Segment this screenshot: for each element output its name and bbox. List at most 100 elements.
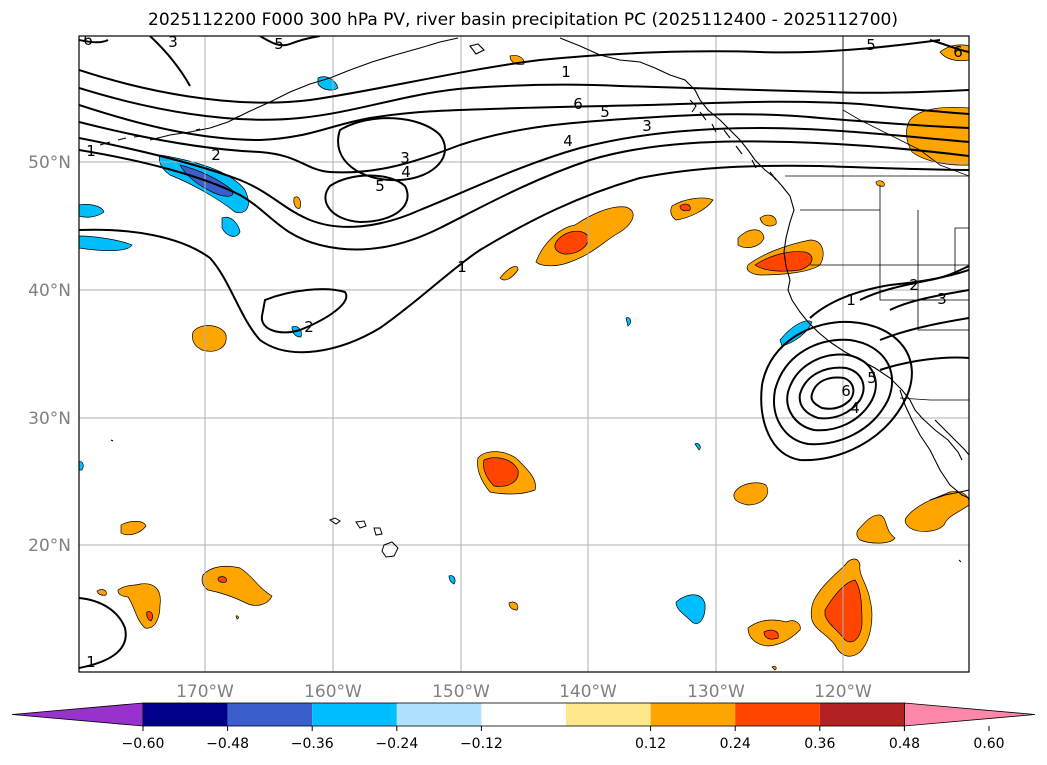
positive-anomaly-area <box>856 514 896 544</box>
pv-contours <box>79 36 969 669</box>
pv-contour <box>79 39 109 44</box>
positive-anomaly-core <box>146 611 153 622</box>
positive-anomaly-area <box>192 325 227 352</box>
colorbar-tick-label: 0.24 <box>720 736 751 752</box>
pv-contour <box>79 100 969 142</box>
colorbar-segment <box>819 703 905 726</box>
lat-label: 40°N <box>28 281 71 301</box>
pv-contour <box>79 113 969 174</box>
negative-anomaly-area <box>448 575 456 585</box>
pv-contour <box>929 39 969 53</box>
negative-anomaly-area <box>79 235 133 252</box>
colorbar-segment <box>396 703 482 726</box>
positive-anomaly-area <box>759 214 777 227</box>
colorbar-tick-label: −0.36 <box>291 736 334 752</box>
contour-label: 5 <box>375 177 385 195</box>
positive-anomaly-core <box>679 203 691 212</box>
pv-contour <box>879 317 969 341</box>
colorbar-segment <box>312 703 397 726</box>
hawaii-islands <box>328 517 399 558</box>
colorbar-extend-min <box>11 702 144 727</box>
gulf-of-california <box>934 419 969 456</box>
pv-contour-closed <box>798 366 865 420</box>
state-border <box>810 264 940 301</box>
contour-label: 2 <box>909 276 919 294</box>
contour-label: 6 <box>841 382 851 400</box>
pv-contour <box>79 164 969 354</box>
lon-label: 120°W <box>814 682 872 702</box>
positive-anomaly-area <box>96 589 107 596</box>
colorbar-tick-label: 0.48 <box>889 736 920 752</box>
contour-label: 1 <box>86 653 96 671</box>
contour-labels: 1 6 5 4 3 1 2 3 4 5 1 2 1 5 6 3 5 6 1 2 … <box>83 31 963 671</box>
colorbar-ticks: −0.60 −0.48 −0.36 −0.24 −0.12 0.12 0.24 0.36 0.4… <box>122 726 1005 752</box>
pv-contour-closed <box>260 288 348 334</box>
contour-label: 3 <box>642 117 652 135</box>
positive-anomaly-core <box>217 576 227 583</box>
state-border <box>800 209 969 266</box>
negative-anomaly-area <box>694 443 701 451</box>
negative-anomaly-area <box>221 216 241 237</box>
positive-anomaly-core <box>763 629 779 640</box>
lon-label: 170°W <box>176 682 234 702</box>
positive-anomaly-area <box>733 482 769 506</box>
contour-label: 2 <box>304 318 314 336</box>
contour-label: 3 <box>937 290 947 308</box>
negative-anomaly-area <box>79 204 105 218</box>
pv-contour <box>879 356 969 371</box>
contour-label: 1 <box>846 291 856 309</box>
lon-label: 130°W <box>687 682 745 702</box>
negative-anomaly-area <box>79 461 84 471</box>
colorbar-tick-label: −0.12 <box>460 736 503 752</box>
colorbar-segment <box>227 703 313 726</box>
positive-anomaly-area <box>875 180 885 187</box>
positive-anomaly-area <box>508 601 519 611</box>
state-border <box>954 227 969 275</box>
positive-anomaly-area <box>904 491 969 532</box>
pv-contour <box>79 597 127 669</box>
positive-anomaly-area <box>293 196 301 209</box>
colorbar-segment <box>143 703 228 726</box>
colorbar-outline <box>142 702 905 727</box>
contour-label: 5 <box>600 103 610 121</box>
positive-anomaly-area <box>120 521 147 536</box>
colorbar-segment <box>481 703 566 726</box>
colorbar-tick-label: 0.36 <box>804 736 835 752</box>
colorbar: −0.60 −0.48 −0.36 −0.24 −0.12 0.12 0.24 0.36 0.4… <box>11 702 1036 752</box>
pv-contour-closed <box>810 376 855 410</box>
pv-contour <box>859 265 969 301</box>
lat-label: 20°N <box>28 536 71 556</box>
map-title: 2025112200 F000 300 hPa PV, river basin … <box>148 10 898 30</box>
positive-anomaly-core <box>554 230 589 255</box>
colorbar-tick-label: 0.60 <box>973 736 1004 752</box>
positive-anomaly-core <box>483 457 519 487</box>
colorbar-extend-max <box>904 702 1036 727</box>
colorbar-segment <box>566 703 651 726</box>
positive-anomaly-core <box>754 251 813 272</box>
contour-label: 2 <box>211 146 221 164</box>
contour-label: 5 <box>867 369 877 387</box>
lat-label: 50°N <box>28 153 71 173</box>
us-west-coast <box>783 195 963 461</box>
map-frame <box>78 35 970 673</box>
pv-contour <box>889 289 969 311</box>
positive-anomaly-area <box>670 197 714 221</box>
pv-contour <box>79 39 941 104</box>
alaska-canada-border <box>842 36 969 177</box>
us-mexico-border <box>899 397 969 401</box>
contour-label: 6 <box>83 31 93 49</box>
contour-label: 1 <box>86 142 96 160</box>
pv-contour <box>149 36 191 87</box>
small-island <box>110 439 962 563</box>
contour-label: 4 <box>563 132 573 150</box>
colorbar-segment <box>735 703 820 726</box>
negative-anomaly-area <box>625 317 631 327</box>
colorbar-segments <box>11 702 1036 727</box>
pv-contour <box>79 140 969 251</box>
contour-label: 5 <box>866 36 876 54</box>
colorbar-tick-label: 0.12 <box>635 736 666 752</box>
contour-label: 5 <box>274 35 284 53</box>
border-layer <box>785 36 969 401</box>
contour-label: 3 <box>400 149 410 167</box>
